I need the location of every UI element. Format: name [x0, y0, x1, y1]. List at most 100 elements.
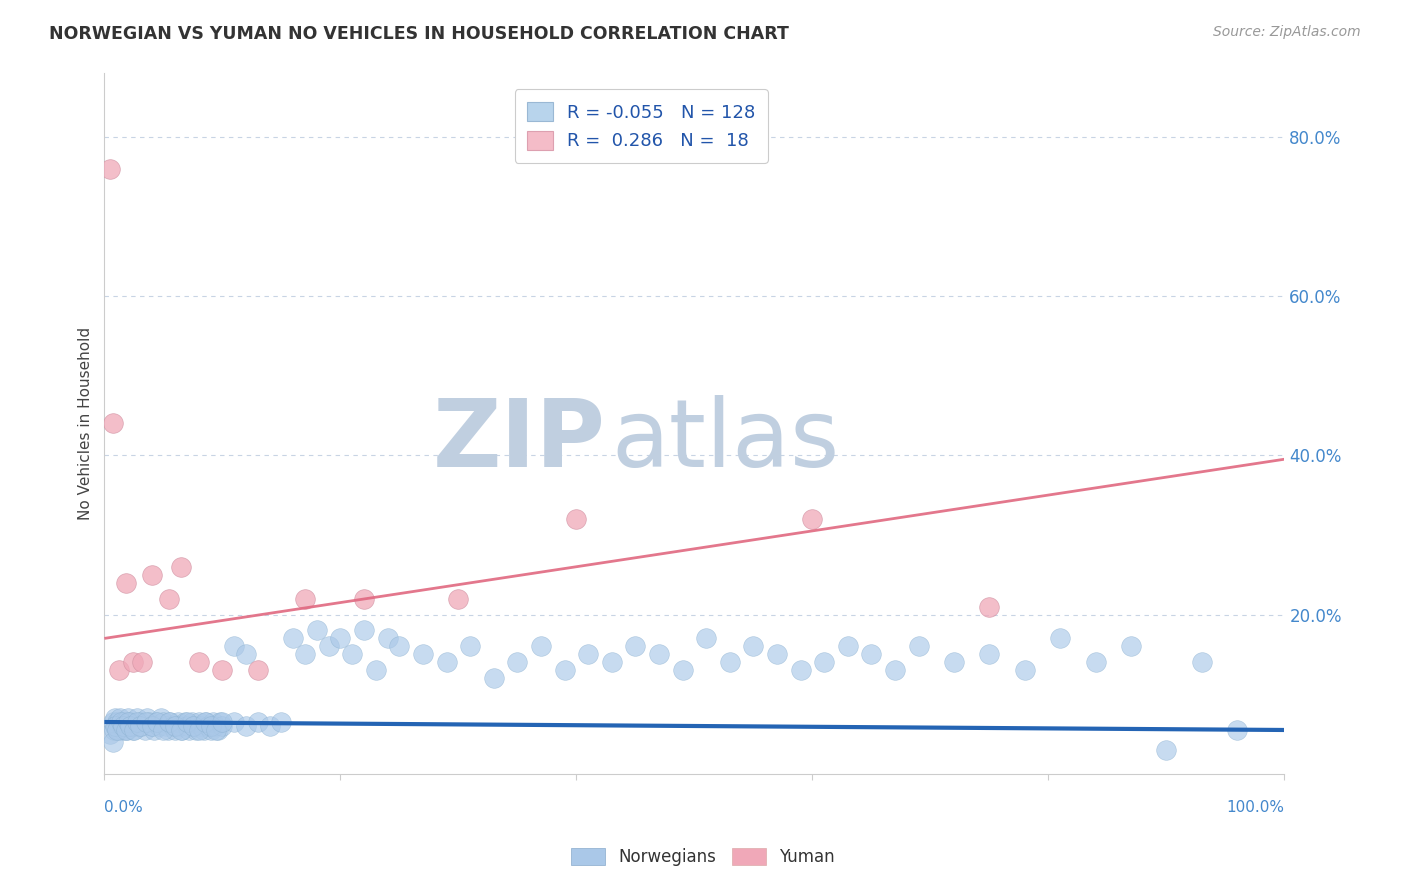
Point: [742, 640, 765, 654]
Point: [142, 723, 165, 737]
Point: [141, 719, 163, 733]
Point: [98, 161, 121, 176]
Point: [259, 719, 281, 733]
Point: [436, 655, 458, 669]
Point: [170, 559, 193, 574]
Point: [353, 591, 375, 606]
Point: [121, 723, 143, 737]
Point: [152, 723, 174, 737]
Point: [530, 640, 553, 654]
Text: NORWEGIAN VS YUMAN NO VEHICLES IN HOUSEHOLD CORRELATION CHART: NORWEGIAN VS YUMAN NO VEHICLES IN HOUSEH…: [49, 25, 789, 43]
Point: [187, 714, 209, 729]
Point: [671, 663, 693, 677]
Point: [169, 719, 191, 733]
Point: [695, 632, 717, 646]
Point: [107, 663, 129, 677]
Point: [766, 648, 789, 662]
Point: [179, 723, 201, 737]
Point: [884, 663, 907, 677]
Point: [131, 655, 153, 669]
Point: [600, 655, 623, 669]
Point: [190, 719, 212, 733]
Point: [162, 719, 184, 733]
Point: [128, 719, 150, 733]
Point: [155, 719, 177, 733]
Point: [187, 655, 209, 669]
Point: [506, 655, 529, 669]
Point: [801, 512, 824, 526]
Y-axis label: No Vehicles in Household: No Vehicles in Household: [79, 326, 93, 520]
Point: [270, 714, 292, 729]
Point: [565, 512, 588, 526]
Point: [1191, 655, 1213, 669]
Legend: R = -0.055   N = 128, R =  0.286   N =  18: R = -0.055 N = 128, R = 0.286 N = 18: [515, 89, 768, 163]
Point: [159, 714, 181, 729]
Point: [235, 648, 257, 662]
Point: [224, 714, 246, 729]
Point: [412, 648, 434, 662]
Point: [211, 714, 233, 729]
Point: [208, 714, 231, 729]
Point: [246, 663, 269, 677]
Point: [207, 723, 229, 737]
Point: [224, 640, 246, 654]
Point: [150, 711, 173, 725]
Text: 0.0%: 0.0%: [104, 800, 143, 815]
Point: [105, 714, 128, 729]
Point: [388, 640, 411, 654]
Point: [837, 640, 859, 654]
Point: [145, 714, 167, 729]
Point: [718, 655, 741, 669]
Point: [377, 632, 399, 646]
Point: [246, 714, 269, 729]
Point: [112, 719, 135, 733]
Point: [294, 591, 316, 606]
Point: [353, 624, 375, 638]
Point: [329, 632, 352, 646]
Point: [194, 714, 217, 729]
Point: [110, 714, 132, 729]
Point: [813, 655, 835, 669]
Point: [148, 719, 170, 733]
Point: [117, 711, 139, 725]
Point: [138, 714, 160, 729]
Point: [127, 714, 149, 729]
Point: [111, 719, 134, 733]
Point: [118, 719, 141, 733]
Point: [294, 648, 316, 662]
Point: [172, 723, 194, 737]
Text: atlas: atlas: [612, 395, 839, 487]
Point: [554, 663, 576, 677]
Point: [305, 624, 328, 638]
Point: [114, 714, 136, 729]
Point: [146, 714, 169, 729]
Point: [943, 655, 966, 669]
Point: [122, 723, 145, 737]
Point: [1014, 663, 1036, 677]
Point: [201, 714, 224, 729]
Point: [134, 723, 156, 737]
Point: [1156, 743, 1178, 757]
Point: [205, 723, 228, 737]
Point: [318, 640, 340, 654]
Point: [101, 417, 124, 431]
Point: [183, 719, 205, 733]
Point: [186, 723, 208, 737]
Point: [120, 719, 142, 733]
Point: [1084, 655, 1107, 669]
Point: [152, 714, 174, 729]
Point: [576, 648, 599, 662]
Point: [98, 727, 121, 741]
Point: [235, 719, 257, 733]
Point: [114, 575, 136, 590]
Point: [624, 640, 647, 654]
Text: Source: ZipAtlas.com: Source: ZipAtlas.com: [1213, 25, 1361, 39]
Point: [104, 719, 127, 733]
Point: [1049, 632, 1071, 646]
Point: [127, 711, 149, 725]
Point: [193, 723, 215, 737]
Point: [170, 723, 193, 737]
Point: [907, 640, 929, 654]
Point: [176, 714, 198, 729]
Point: [165, 723, 187, 737]
